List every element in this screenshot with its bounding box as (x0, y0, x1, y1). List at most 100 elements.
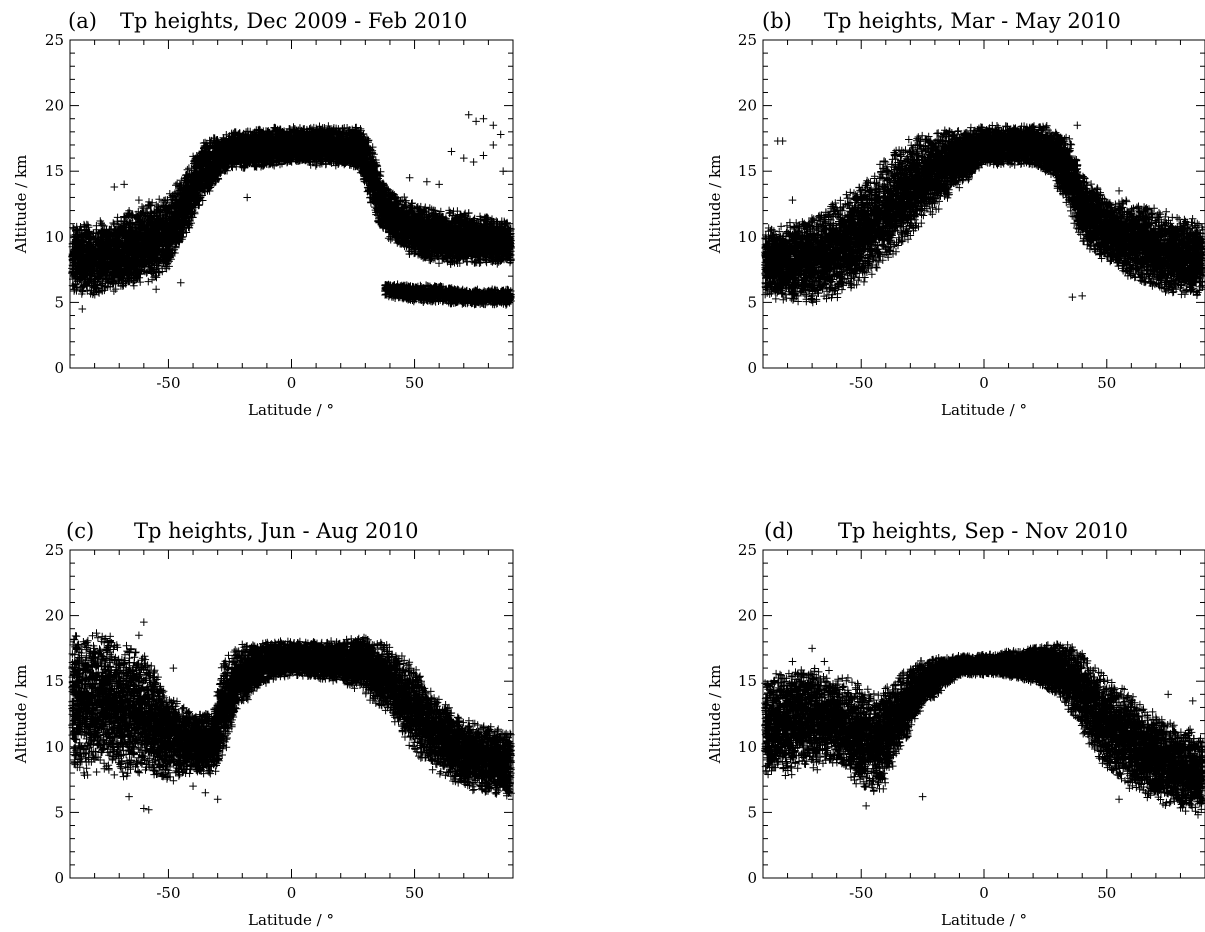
scatter-point (435, 180, 443, 189)
y-axis-label: Altitude / km (12, 155, 30, 255)
scatter-point (788, 196, 797, 204)
y-tick-label: 25 (738, 541, 757, 559)
y-axis-label: Altitude / km (706, 155, 724, 255)
scatter-point (469, 158, 478, 166)
scatter-point (778, 137, 787, 145)
scatter-point (1078, 292, 1087, 300)
scatter-point (144, 805, 153, 814)
x-axis-label: Latitude / ° (941, 401, 1027, 419)
scatter-point (243, 193, 251, 202)
y-tick-label: 15 (738, 162, 757, 180)
x-tick-label: 50 (1097, 374, 1116, 392)
y-tick-label: 20 (738, 97, 757, 115)
y-tick-label: 0 (747, 869, 757, 887)
y-tick-label: 0 (747, 359, 757, 377)
x-axis-label: Latitude / ° (941, 911, 1027, 929)
scatter-point (238, 640, 247, 649)
scatter-markers (68, 618, 515, 814)
scatter-point (862, 802, 870, 810)
y-tick-label: 15 (738, 672, 757, 690)
y-tick-label: 20 (45, 97, 64, 115)
scatter-point (447, 147, 456, 156)
scatter-point (201, 788, 210, 797)
y-tick-label: 10 (738, 228, 757, 246)
y-tick-label: 25 (45, 31, 64, 49)
y-tick-label: 0 (54, 359, 64, 377)
scatter-point (1073, 121, 1082, 130)
x-tick-label: -50 (156, 374, 180, 392)
scatter-point (405, 173, 414, 182)
y-tick-label: 25 (738, 31, 757, 49)
x-tick-label: -50 (849, 884, 873, 902)
axis-ticks: 0 5 10 15 20 25 -50 0 50 (45, 541, 514, 902)
panel-letter: (a) (68, 9, 97, 33)
scatter-band-0 (68, 629, 515, 800)
scatter-point (1115, 187, 1123, 195)
scatter-band-1 (381, 280, 515, 309)
axis-ticks: 0 5 10 15 20 25 -50 0 50 (738, 31, 1205, 392)
scatter-point (189, 782, 197, 790)
y-tick-label: 5 (54, 293, 64, 311)
panel-letter: (d) (764, 519, 794, 543)
scatter-point (423, 177, 431, 186)
y-tick-label: 15 (45, 672, 64, 690)
x-tick-label: 0 (979, 884, 989, 902)
panel-letter: (c) (66, 519, 94, 543)
scatter-markers (761, 640, 1205, 819)
panel-d: (d) Tp heights, Sep - Nov 2010 0 5 10 15 20 2… (706, 519, 1205, 929)
y-tick-label: 20 (45, 607, 64, 625)
scatter-point (135, 196, 143, 204)
scatter-point (918, 792, 927, 801)
scatter-band-0 (68, 122, 515, 299)
scatter-point (459, 154, 468, 162)
scatter-point (1164, 690, 1172, 699)
scatter-point (479, 114, 488, 123)
scatter-point (176, 278, 185, 287)
x-tick-label: 50 (405, 884, 424, 902)
y-tick-label: 5 (54, 803, 64, 821)
scatter-point (489, 141, 498, 149)
scatter-band-0 (761, 640, 1205, 819)
scatter-markers (761, 121, 1205, 307)
y-tick-label: 5 (747, 293, 757, 311)
x-tick-label: 0 (287, 374, 297, 392)
scatter-point (120, 180, 128, 189)
scatter-markers (68, 110, 515, 313)
panel-title: Tp heights, Dec 2009 - Feb 2010 (120, 9, 467, 33)
y-axis-label: Altitude / km (706, 665, 724, 765)
scatter-point (213, 795, 222, 804)
scatter-point (464, 110, 473, 119)
scatter-point (496, 130, 505, 139)
x-tick-label: 0 (287, 884, 297, 902)
panel-c: (c) Tp heights, Jun - Aug 2010 0 5 10 15 20 2… (12, 519, 515, 929)
scatter-point (1068, 293, 1077, 301)
scatter-point (169, 664, 178, 672)
scatter-point (1188, 697, 1197, 705)
x-axis-label: Latitude / ° (248, 911, 334, 929)
panel-title: Tp heights, Jun - Aug 2010 (134, 519, 419, 543)
x-tick-label: 0 (979, 374, 989, 392)
scatter-point (125, 792, 133, 801)
axis-ticks: 0 5 10 15 20 25 -50 0 50 (45, 31, 514, 392)
panel-title: Tp heights, Sep - Nov 2010 (838, 519, 1128, 543)
plot-frame (69, 39, 514, 369)
panel-a: (a) Tp heights, Dec 2009 - Feb 2010 0 5 10… (12, 9, 515, 419)
x-tick-label: -50 (849, 374, 873, 392)
scatter-point (152, 285, 160, 294)
y-tick-label: 10 (45, 228, 64, 246)
scatter-point (788, 657, 797, 666)
panel-title: Tp heights, Mar - May 2010 (824, 9, 1121, 33)
axis-ticks: 0 5 10 15 20 25 -50 0 50 (738, 541, 1205, 902)
x-tick-label: 50 (405, 374, 424, 392)
scatter-point (796, 233, 804, 241)
y-tick-label: 15 (45, 162, 64, 180)
scatter-point (479, 151, 488, 160)
scatter-point (140, 804, 148, 813)
scatter-point (135, 631, 143, 640)
scatter-point (489, 121, 498, 130)
scatter-point (820, 657, 829, 666)
x-tick-label: -50 (156, 884, 180, 902)
panel-b: (b) Tp heights, Mar - May 2010 0 5 10 15 20 2… (706, 9, 1205, 419)
x-tick-label: 50 (1097, 884, 1116, 902)
